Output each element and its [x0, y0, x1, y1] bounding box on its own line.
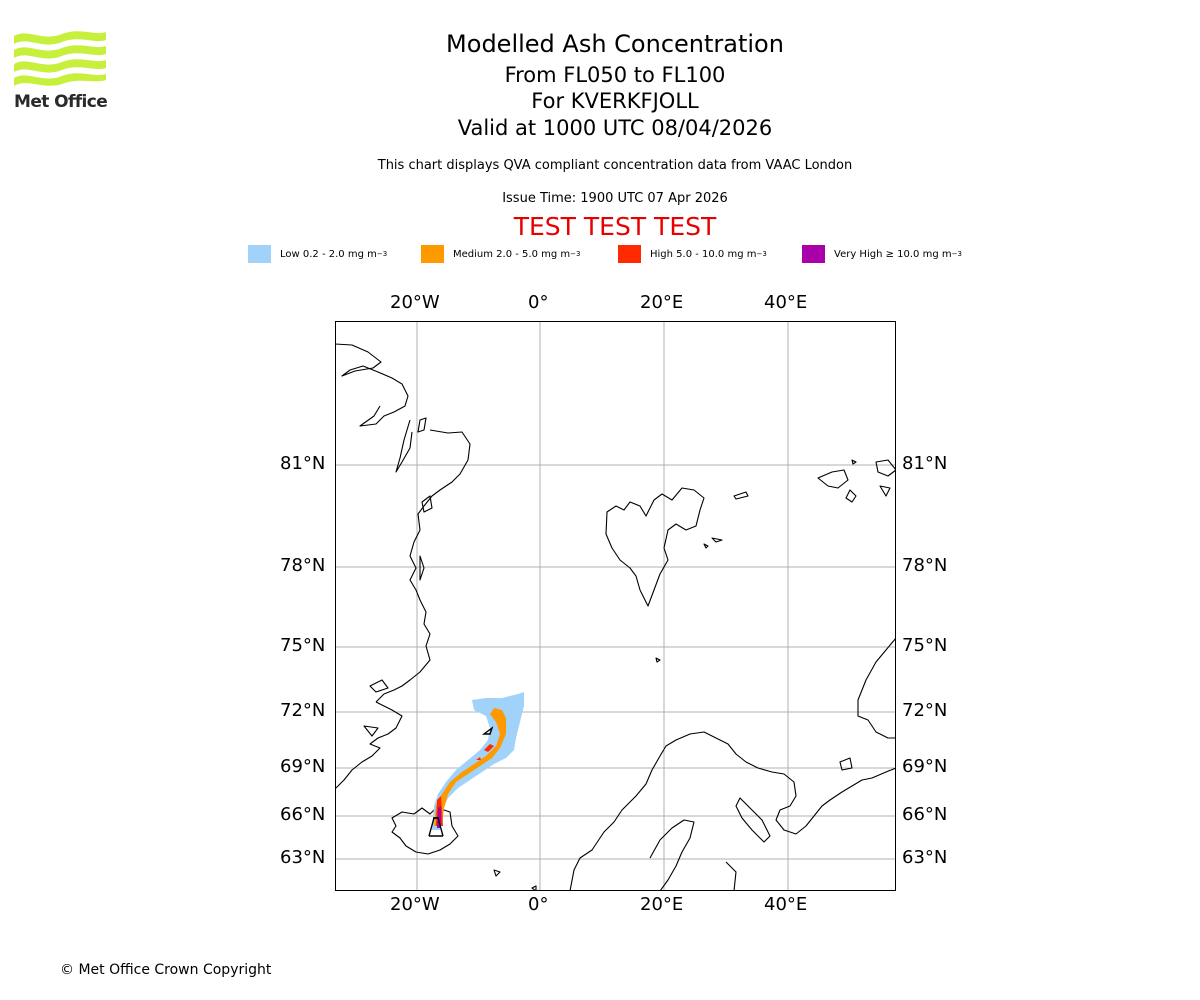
volcano-name: For KVERKFJOLL [531, 89, 699, 113]
test-banner: TEST TEST TEST [513, 212, 717, 241]
legend-item-medium: Medium 2.0 - 5.0 mg m −3 [421, 244, 580, 264]
lat-label-81n-left: 81°N [280, 453, 326, 474]
lat-label-75n-right: 75°N [902, 635, 948, 656]
coast-novaya-zemlya [857, 637, 896, 739]
coast-kolguev [839, 757, 853, 771]
lat-label-78n-left: 78°N [280, 555, 326, 576]
legend-label-medium: Medium 2.0 - 5.0 mg m [453, 248, 571, 260]
coast-scandinavia [569, 731, 896, 891]
lat-label-69n-left: 69°N [280, 756, 326, 777]
ash-medium-concentration [434, 708, 506, 826]
valid-time: Valid at 1000 UTC 08/04/2026 [457, 116, 773, 140]
lat-label-63n-right: 63°N [902, 847, 948, 868]
lat-label-63n-left: 63°N [280, 847, 326, 868]
legend-swatch-high [618, 245, 641, 263]
lon-label-40e-bottom: 40°E [764, 894, 808, 915]
coast-baltic [649, 819, 695, 891]
coast-greenland-island3 [419, 555, 425, 581]
lat-label-81n-right: 81°N [902, 453, 948, 474]
coast-greenland-island1 [417, 417, 427, 433]
lat-label-72n-left: 72°N [280, 700, 326, 721]
legend-item-high: High 5.0 - 10.0 mg m −3 [618, 244, 767, 264]
met-office-wave-icon [14, 31, 106, 86]
coast-svalbard-small1 [703, 543, 709, 549]
coast-franz-josef-land-5 [851, 459, 857, 465]
volcano-marker-icon [428, 817, 444, 837]
lat-label-66n-left: 66°N [280, 804, 326, 825]
legend-swatch-medium [421, 245, 444, 263]
lat-label-66n-right: 66°N [902, 804, 948, 825]
copyright-notice: © Met Office Crown Copyright [60, 962, 272, 978]
coast-svalbard [605, 487, 705, 607]
ash-high-concentration-3 [476, 757, 481, 760]
coast-franz-josef-land-4 [879, 485, 891, 497]
coast-svalbard-east [733, 491, 749, 500]
lon-label-0-bottom: 0° [528, 894, 549, 915]
coast-franz-josef-land-2 [845, 489, 857, 503]
legend-label-low: Low 0.2 - 2.0 mg m [280, 248, 377, 260]
issue-time: Issue Time: 1900 UTC 07 Apr 2026 [502, 191, 728, 206]
map-background [335, 321, 896, 891]
lon-label-0-top: 0° [528, 292, 549, 313]
coast-svalbard-small2 [711, 537, 723, 543]
coast-greenland-north [335, 343, 409, 427]
ash-very-high-concentration [437, 806, 441, 828]
ash-concentration-map [335, 321, 896, 891]
coast-finland [725, 861, 737, 891]
ash-high-concentration-2 [484, 744, 494, 752]
legend-label-high: High 5.0 - 10.0 mg m [650, 248, 757, 260]
coast-greenland-fjord1 [395, 419, 413, 473]
flight-level-range: From FL050 to FL100 [504, 63, 726, 87]
coast-greenland-island4 [369, 679, 389, 693]
lon-label-20e-top: 20°E [640, 292, 684, 313]
coast-franz-josef-land [817, 469, 849, 489]
legend-item-very-high: Very High ≥ 10.0 mg m −3 [802, 244, 962, 264]
coast-greenland-northeast [375, 429, 471, 703]
graticule [335, 321, 896, 891]
lon-label-20w-bottom: 20°W [390, 894, 440, 915]
lat-label-72n-right: 72°N [902, 700, 948, 721]
legend-item-low: Low 0.2 - 2.0 mg m −3 [248, 244, 387, 264]
chart-description: This chart displays QVA compliant concen… [377, 158, 853, 173]
chart-title: Modelled Ash Concentration [446, 30, 784, 58]
lon-label-40e-top: 40°E [764, 292, 808, 313]
coast-white-sea [735, 797, 771, 843]
coast-greenland-island2 [421, 495, 433, 513]
coast-franz-josef-land-3 [875, 459, 896, 477]
coast-greenland-island5 [363, 725, 379, 737]
legend-label-very-high: Very High ≥ 10.0 mg m [834, 248, 952, 260]
lat-label-78n-right: 78°N [902, 555, 948, 576]
coast-bear-island [655, 657, 661, 663]
legend-swatch-very-high [802, 245, 825, 263]
lon-label-20w-top: 20°W [390, 292, 440, 313]
met-office-logo-text: Met Office [14, 92, 108, 112]
coast-iceland [391, 807, 459, 855]
coast-faroes [531, 885, 537, 891]
met-office-logo: Met Office [14, 30, 110, 112]
lon-label-20e-bottom: 20°E [640, 894, 684, 915]
coast-uk-north [493, 869, 501, 877]
lat-label-75n-left: 75°N [280, 635, 326, 656]
legend-swatch-low [248, 245, 271, 263]
coast-greenland-east [335, 701, 403, 789]
coastlines [335, 343, 896, 891]
lat-label-69n-right: 69°N [902, 756, 948, 777]
map-frame [335, 321, 896, 891]
coast-jan-mayen [481, 726, 494, 735]
